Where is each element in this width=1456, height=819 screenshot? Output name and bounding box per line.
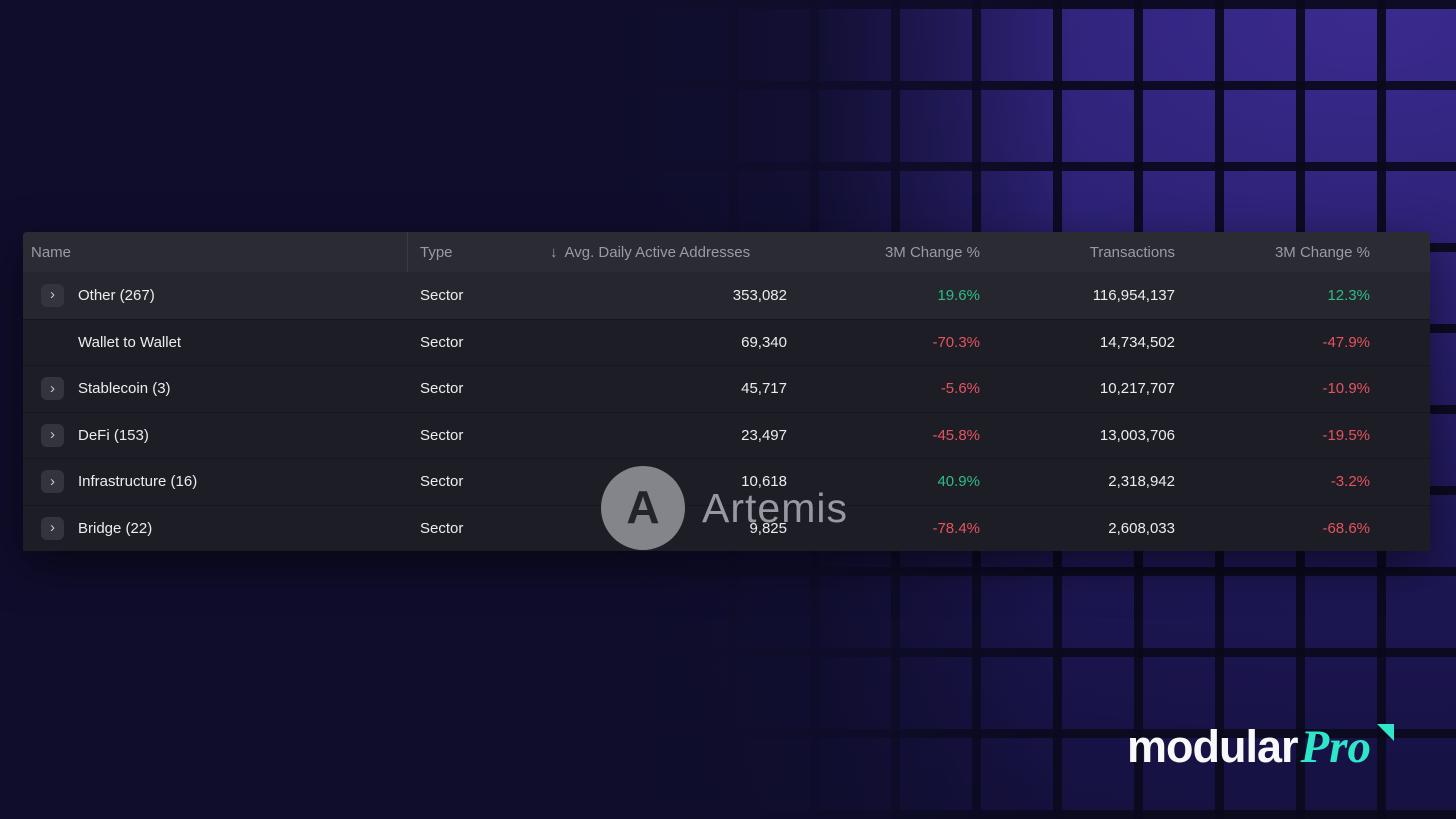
row-type: Sector (420, 426, 464, 444)
row-type: Sector (420, 286, 464, 304)
row-transactions-change: -10.9% (1322, 380, 1370, 398)
row-addresses: 9,825 (749, 519, 787, 537)
row-type: Sector (420, 473, 464, 491)
row-name: Wallet to Wallet (78, 333, 182, 351)
row-addresses: 10,618 (741, 473, 787, 491)
row-addresses-change: 19.6% (937, 286, 980, 304)
brand-triangle-icon (1377, 724, 1394, 741)
brand-name: modular (1126, 721, 1299, 772)
table-row[interactable]: › Bridge (22) Sector 9,825 -78.4% 2,608,… (23, 504, 1430, 551)
brand-suffix: Pro (1300, 721, 1372, 773)
table-row[interactable]: › Other (267) Sector 353,082 19.6% 116,9… (23, 272, 1430, 319)
column-header-transactions[interactable]: Transactions (988, 232, 1183, 272)
column-header-transactions-change[interactable]: 3M Change % (1183, 232, 1430, 272)
column-header-name[interactable]: Name (23, 232, 408, 272)
column-label: Transactions (1089, 243, 1175, 261)
row-addresses-change: -78.4% (932, 519, 980, 537)
column-label: Name (31, 243, 72, 261)
modular-pro-logo: modular Pro (1127, 720, 1394, 774)
row-name: DeFi (153) (78, 426, 149, 444)
row-type: Sector (420, 380, 464, 398)
column-label: 3M Change % (884, 243, 980, 261)
table-row[interactable]: › Wallet to Wallet Sector 69,340 -70.3% … (23, 318, 1430, 365)
row-name: Stablecoin (3) (78, 380, 171, 398)
row-addresses: 23,497 (741, 426, 787, 444)
row-transactions: 2,608,033 (1108, 519, 1175, 537)
row-name-cell: › Bridge (22) (23, 516, 408, 540)
row-transactions: 13,003,706 (1099, 426, 1175, 444)
row-transactions-change: -47.9% (1322, 333, 1370, 351)
row-name: Other (267) (78, 286, 155, 304)
row-type: Sector (420, 519, 464, 537)
row-addresses-change: -5.6% (940, 380, 980, 398)
row-transactions: 10,217,707 (1099, 380, 1175, 398)
expand-chevron-button[interactable]: › (41, 470, 64, 494)
row-name: Infrastructure (16) (78, 473, 198, 491)
row-transactions-change: -19.5% (1322, 426, 1370, 444)
sort-desc-icon: ↓ (550, 243, 558, 261)
column-label: Avg. Daily Active Addresses (564, 243, 751, 261)
table-header: Name Type ↓ Avg. Daily Active Addresses … (23, 232, 1430, 272)
row-transactions-change: -3.2% (1330, 473, 1370, 491)
column-header-type[interactable]: Type (408, 232, 543, 272)
table-row[interactable]: › DeFi (153) Sector 23,497 -45.8% 13,003… (23, 411, 1430, 458)
row-transactions: 2,318,942 (1108, 473, 1175, 491)
expand-chevron-button[interactable]: › (41, 516, 64, 540)
row-transactions: 14,734,502 (1099, 333, 1175, 351)
row-addresses-change: -70.3% (932, 333, 980, 351)
row-addresses-change: -45.8% (932, 426, 980, 444)
table-row[interactable]: › Stablecoin (3) Sector 45,717 -5.6% 10,… (23, 365, 1430, 412)
row-name-cell: › Other (267) (23, 283, 408, 307)
row-transactions-change: 12.3% (1327, 286, 1370, 304)
row-transactions-change: -68.6% (1322, 519, 1370, 537)
row-addresses: 353,082 (732, 286, 787, 304)
row-name: Bridge (22) (78, 519, 153, 537)
row-addresses-change: 40.9% (937, 473, 980, 491)
column-header-addresses[interactable]: ↓ Avg. Daily Active Addresses (543, 232, 793, 272)
row-addresses: 69,340 (741, 333, 787, 351)
table-body: › Other (267) Sector 353,082 19.6% 116,9… (23, 272, 1430, 551)
row-name-cell: › Infrastructure (16) (23, 470, 408, 494)
row-type: Sector (420, 333, 464, 351)
expand-chevron-button[interactable]: › (41, 423, 64, 447)
row-transactions: 116,954,137 (1092, 286, 1175, 304)
table-row[interactable]: › Infrastructure (16) Sector 10,618 40.9… (23, 458, 1430, 505)
row-name-cell: › Wallet to Wallet (23, 331, 408, 354)
row-name-cell: › DeFi (153) (23, 423, 408, 447)
expand-chevron-button[interactable]: › (41, 377, 64, 401)
row-addresses: 45,717 (741, 380, 787, 398)
row-name-cell: › Stablecoin (3) (23, 377, 408, 401)
sectors-table: Name Type ↓ Avg. Daily Active Addresses … (23, 232, 1430, 551)
expand-chevron-button[interactable]: › (41, 283, 64, 307)
column-label: 3M Change % (1274, 243, 1370, 261)
column-header-addresses-change[interactable]: 3M Change % (793, 232, 988, 272)
column-label: Type (420, 243, 453, 261)
